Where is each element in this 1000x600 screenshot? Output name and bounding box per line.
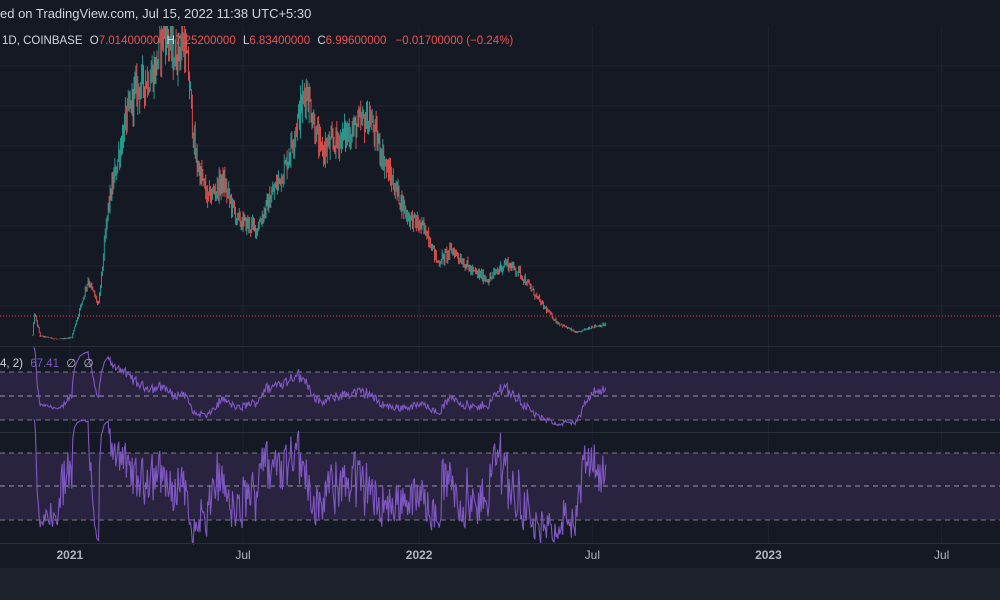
time-tick-label: Jul xyxy=(585,548,600,562)
grid-lines xyxy=(0,26,1000,543)
high-value: 7.25200000 xyxy=(175,35,236,47)
watermark-header: ed on TradingView.com, Jul 15, 2022 11:3… xyxy=(0,0,1000,26)
change-value: −0.01700000 (−0.24%) xyxy=(396,35,514,47)
time-tick-label: 2021 xyxy=(57,548,84,562)
oscillator-line-2 xyxy=(33,419,607,546)
close-label: C xyxy=(317,35,325,47)
bottom-toolbar xyxy=(0,568,1000,600)
time-tick-label: 2023 xyxy=(755,548,782,562)
indicator-params: 4, 2) xyxy=(0,358,23,370)
high-label: H xyxy=(167,35,175,47)
indicator-value: 67.41 xyxy=(30,358,59,370)
indicator-glyph-2: ∅ xyxy=(83,358,93,370)
time-tick-label: 2022 xyxy=(406,548,433,562)
publish-caption: ed on TradingView.com, Jul 15, 2022 11:3… xyxy=(0,6,312,21)
close-value: 6.99600000 xyxy=(326,35,387,47)
open-value: 7.01400000 xyxy=(99,35,160,47)
indicator-glyph-1: ∅ xyxy=(66,358,76,370)
ohlc-legend: 1D, COINBASE O7.01400000 H7.25200000 L6.… xyxy=(2,35,513,47)
time-axis: 2021 Jul 2022 Jul 2023 Jul xyxy=(57,548,950,562)
open-label: O xyxy=(90,35,99,47)
candlestick-series xyxy=(32,26,607,340)
oscillator-line-1 xyxy=(33,347,607,427)
time-tick-label: Jul xyxy=(235,548,250,562)
time-tick-label: Jul xyxy=(934,548,949,562)
symbol-interval: 1D, COINBASE xyxy=(2,35,83,47)
indicator-legend: 4, 2) 67.41 ∅ ∅ xyxy=(0,358,93,370)
low-value: 6.83400000 xyxy=(249,35,310,47)
low-label: L xyxy=(243,35,250,47)
